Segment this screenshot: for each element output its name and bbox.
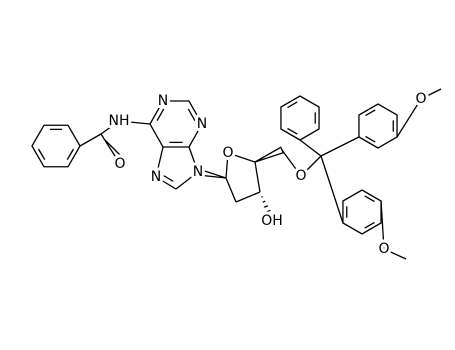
bond [383,248,407,260]
bond [66,148,75,160]
bond [281,149,302,177]
atom-label: O [222,145,233,161]
bond [262,200,266,203]
ring [358,103,398,149]
bond [287,101,298,109]
atom-label: N [151,169,161,185]
atom-label: O [378,241,389,257]
bond [155,146,164,178]
bond [364,195,375,203]
bond [235,191,261,203]
bond [265,209,271,213]
ring [280,95,320,141]
bond [225,177,237,203]
bond [175,171,199,190]
bond [420,88,442,100]
atom-label: OH [261,213,283,229]
bond [37,148,46,160]
wedge-bond [196,168,227,179]
atom-label: N [197,116,207,132]
bond [254,161,261,193]
atom-label: N [158,93,168,109]
bond [155,176,177,190]
bond [300,155,322,177]
bond [320,136,360,157]
bond [156,108,165,122]
bond [266,214,274,219]
atom-label: O [114,156,125,172]
bond [118,120,151,125]
atom-label: O [415,91,426,107]
bond [364,221,375,229]
bond [396,98,422,138]
bond [299,139,322,157]
bond [365,109,376,117]
bond [100,133,121,165]
bond [261,195,263,198]
bond [79,133,102,147]
atom-label: O [295,168,306,184]
wedge-bond [254,146,285,163]
bond [287,127,298,135]
ring [31,124,81,168]
bond [104,139,126,161]
bond [365,135,376,143]
atom-label: N [193,164,203,180]
atom-label: NH [109,113,130,129]
bond [100,120,120,135]
bond [225,152,229,179]
bond [320,155,344,224]
bond [227,152,256,163]
ring [342,189,382,235]
bond [380,200,385,250]
bond [263,205,269,208]
bonds [31,88,442,260]
bond [268,218,276,224]
bond [163,175,174,182]
bond [187,108,196,122]
bond [188,146,199,173]
